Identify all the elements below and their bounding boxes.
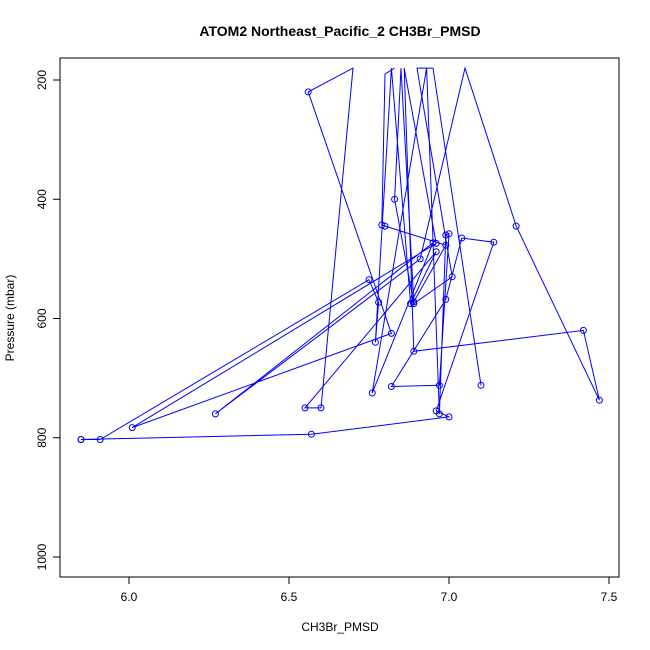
data-point [429,239,437,247]
x-tick-label: 7.5 [601,590,618,604]
data-point [365,276,373,284]
data-point [477,381,485,389]
data-point [387,383,395,390]
data-point [375,298,383,306]
x-tick-label: 6.0 [121,590,138,604]
y-tick-label: 600 [35,308,49,328]
data-point [307,430,315,438]
y-tick-label: 1000 [35,543,49,570]
data-point [317,404,325,412]
y-tick-label: 800 [35,427,49,447]
data-point [378,221,386,229]
data-point [435,381,443,389]
x-tick-label: 6.5 [281,590,298,604]
data-point [445,413,453,421]
data-point [445,230,453,238]
data-point [391,195,399,203]
x-tick-label: 7.0 [441,590,458,604]
data-point [301,404,309,412]
data-point [512,222,520,230]
data-point [410,347,418,355]
data-point [211,410,219,418]
data-point [77,436,85,443]
data-point [371,338,379,346]
data-point [490,238,498,246]
data-point [304,88,312,96]
plot-area [77,66,603,443]
series-line-1 [80,66,600,440]
data-point [128,424,136,432]
chart-title: ATOM2 Northeast_Pacific_2 CH3Br_PMSD [199,23,480,39]
data-point [432,407,440,415]
data-point [595,396,603,404]
axes: 6.0 6.5 7.0 7.5 200 400 600 800 1000 [35,70,618,604]
data-point [387,329,395,337]
data-point [416,255,424,263]
data-point [448,273,456,281]
data-point [381,222,389,230]
data-point [410,300,418,308]
y-axis-label: Pressure (mbar) [3,275,17,362]
y-tick-label: 200 [35,70,49,90]
y-tick-label: 400 [35,189,49,209]
data-point [442,241,450,249]
x-axis-label: CH3Br_PMSD [301,620,379,634]
data-point [96,436,104,443]
data-point [442,295,450,303]
data-point [368,389,376,397]
data-point [432,248,440,256]
data-point [579,326,587,334]
